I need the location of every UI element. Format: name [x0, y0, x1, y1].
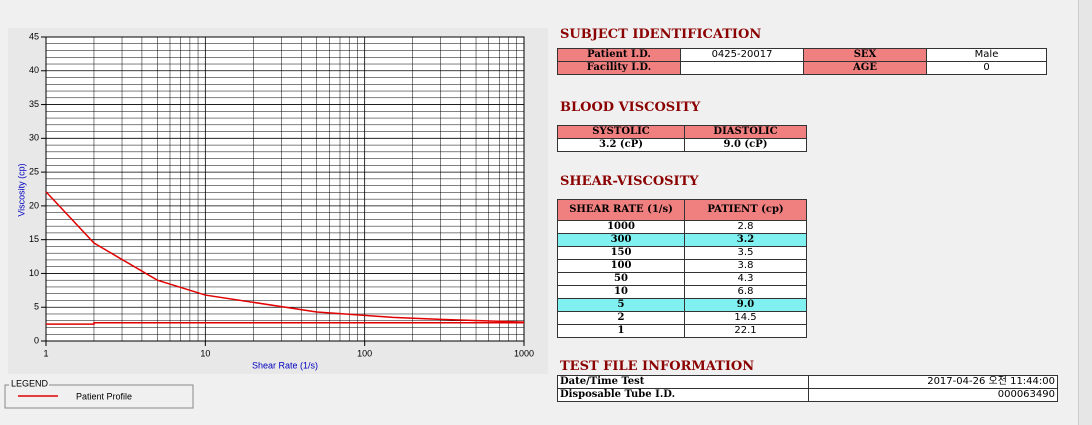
table-row: 300 3.2: [557, 233, 807, 247]
series-line: [45, 191, 525, 323]
y-tick-label: 15: [29, 234, 39, 244]
shear-rate: 150: [557, 246, 685, 260]
shear-rate: 300: [557, 233, 685, 247]
x-axis-label: Shear Rate (1/s): [252, 360, 318, 370]
table-row: 1000 2.8: [557, 220, 807, 234]
label: Disposable Tube I.D.: [557, 388, 809, 402]
y-tick-label: 5: [34, 302, 39, 312]
legend-box: [4, 384, 194, 409]
shear-rate: 2: [557, 311, 685, 325]
label: Patient I.D.: [557, 48, 681, 62]
shear-rate: 50: [557, 272, 685, 286]
patient-value: 6.8: [684, 285, 807, 299]
x-tick-label: 10: [200, 348, 210, 358]
shear-rate: 1000: [557, 220, 685, 234]
label: SEX: [803, 48, 927, 62]
section-title: SHEAR-VISCOSITY: [560, 174, 699, 189]
patient-value: 22.1: [684, 324, 807, 338]
y-axis-label: Viscosity (cp): [16, 163, 26, 216]
patient-value: 3.5: [684, 246, 807, 260]
patient-value: 3.8: [684, 259, 807, 273]
scrollbar: [1078, 0, 1092, 425]
header: SHEAR RATE (1/s): [557, 199, 685, 221]
label: AGE: [803, 61, 927, 75]
shear-rate: 10: [557, 285, 685, 299]
y-tick-label: 40: [29, 65, 39, 75]
shear-rate: 1: [557, 324, 685, 338]
test-file-table: Date/Time Test 2017-04-26 오전 11:44:00 Dis…: [557, 375, 1058, 402]
table-row: 150 3.5: [557, 246, 807, 260]
table-row: 50 4.3: [557, 272, 807, 286]
patient-value: 2.8: [684, 220, 807, 234]
header: SYSTOLIC: [557, 125, 685, 139]
value: Male: [926, 48, 1047, 62]
subject-table: Patient I.D. 0425-20017 SEX Male Facility I…: [557, 48, 1047, 75]
y-tick-label: 0: [34, 335, 39, 345]
table-row: 10 6.8: [557, 285, 807, 299]
section-title: SUBJECT IDENTIFICATION: [560, 27, 762, 42]
table-row: 5 9.0: [557, 298, 807, 312]
table-row: 2 14.5: [557, 311, 807, 325]
legend-label: Patient Profile: [76, 391, 132, 401]
blood-table: SYSTOLIC DIASTOLIC 3.2 (cP) 9.0 (cP): [557, 125, 807, 152]
value: 000063490: [808, 388, 1058, 402]
x-tick-label: 1: [43, 348, 48, 358]
x-tick-label: 100: [357, 348, 372, 358]
patient-value: 3.2: [684, 233, 807, 247]
chart: Shear Rate (1/s) Viscosity (cp) LEGEND P…: [4, 31, 535, 409]
section-title: TEST FILE INFORMATION: [560, 359, 755, 374]
y-tick-label: 45: [29, 31, 39, 41]
x-tick-label: 1000: [514, 348, 534, 358]
value: 2017-04-26 오전 11:44:00: [808, 375, 1058, 389]
patient-value: 9.0: [684, 298, 807, 312]
patient-value: 14.5: [684, 311, 807, 325]
header: PATIENT (cp): [684, 199, 807, 221]
shear-table: SHEAR RATE (1/s) PATIENT (cp) 1000 2.8 300 3…: [557, 199, 807, 338]
shear-rate: 5: [557, 298, 685, 312]
shear-rate: 100: [557, 259, 685, 273]
y-tick-label: 25: [29, 166, 39, 176]
plot-area: [45, 36, 525, 342]
label: Facility I.D.: [557, 61, 681, 75]
value: 0: [926, 61, 1047, 75]
y-tick-label: 10: [29, 268, 39, 278]
y-tick-label: 30: [29, 133, 39, 143]
value: 0425-20017: [680, 48, 804, 62]
header: DIASTOLIC: [684, 125, 807, 139]
section-title: BLOOD VISCOSITY: [560, 100, 701, 115]
y-tick-label: 20: [29, 200, 39, 210]
series-line: [46, 322, 524, 325]
value: [680, 61, 804, 75]
legend-title: LEGEND: [11, 378, 49, 388]
value: 9.0 (cP): [684, 138, 807, 152]
patient-value: 4.3: [684, 272, 807, 286]
legend-title-bg: [9, 379, 49, 389]
table-row: 100 3.8: [557, 259, 807, 273]
y-tick-label: 35: [29, 99, 39, 109]
label: Date/Time Test: [557, 375, 809, 389]
value: 3.2 (cP): [557, 138, 685, 152]
table-row: 1 22.1: [557, 324, 807, 338]
